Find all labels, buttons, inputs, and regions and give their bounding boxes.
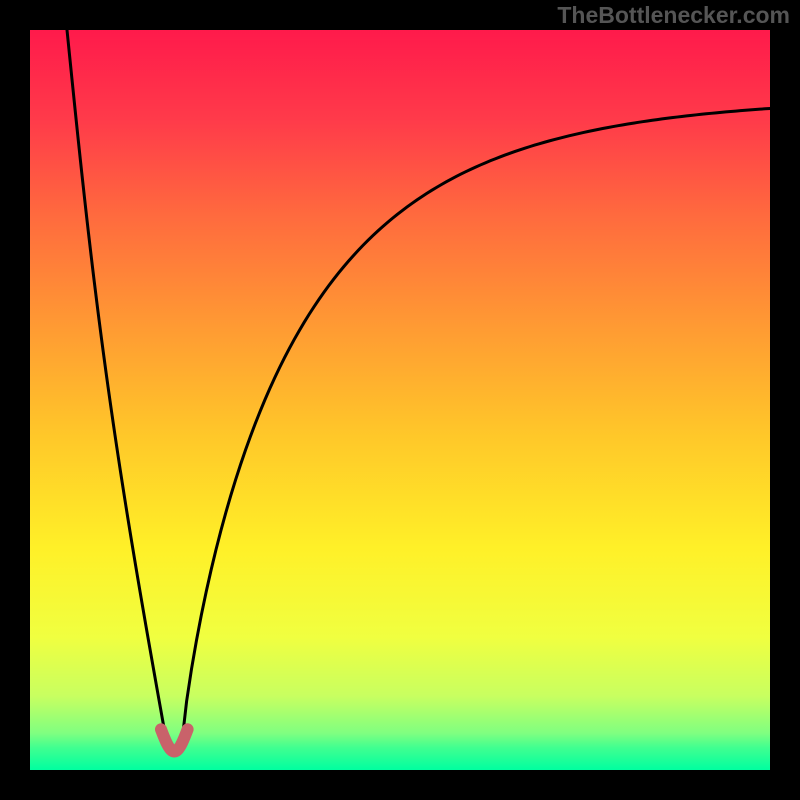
- plot-area: [30, 30, 770, 770]
- figure-root: TheBottlenecker.com: [0, 0, 800, 800]
- valley-nub: [161, 729, 188, 751]
- watermark-label: TheBottlenecker.com: [557, 2, 790, 29]
- curve-path: [67, 30, 770, 744]
- bottleneck-curve: [30, 30, 770, 770]
